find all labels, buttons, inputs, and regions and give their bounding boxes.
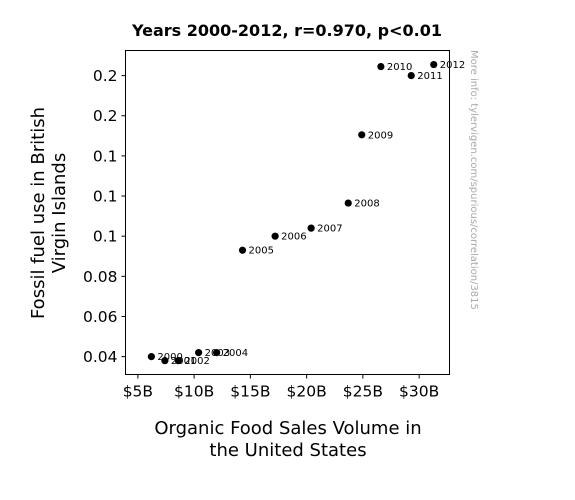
x-axis-ticks: $5B $10B $15B $20B $25B $30B (123, 374, 439, 401)
data-point-label: 2009 (368, 130, 393, 141)
y-tick-label: 0.06 (83, 308, 118, 326)
y-axis-label: Fossil fuel use in British Virgin Island… (28, 107, 70, 319)
plot-area-frame (125, 50, 450, 375)
data-point-label: 2008 (354, 199, 379, 210)
data-point (195, 349, 203, 357)
data-point-label: 2000 (157, 352, 182, 363)
data-point (344, 199, 352, 207)
data-point (407, 71, 415, 80)
data-point (271, 232, 279, 240)
y-tick-label: 0.1 (93, 147, 118, 165)
data-point-label: 2010 (387, 62, 412, 73)
y-tick-label: 0.04 (83, 348, 118, 366)
y-tick-label: 0.08 (83, 268, 118, 286)
data-point (307, 224, 315, 232)
data-point (358, 131, 366, 139)
data-point-label: 2004 (223, 348, 248, 359)
data-point-label: 2006 (281, 232, 306, 243)
chart-title: Years 2000-2012, r=0.970, p<0.01 (131, 21, 442, 40)
x-tick-label: $10B (174, 383, 214, 401)
data-point (213, 349, 221, 357)
x-tick-label: $20B (287, 383, 327, 401)
data-point-label: 2011 (417, 71, 442, 82)
data-point-label: 2007 (317, 224, 342, 235)
data-point-label: 2005 (249, 246, 274, 257)
data-point-label: 2001 (171, 356, 196, 367)
x-tick-label: $5B (123, 383, 153, 401)
data-point (377, 62, 385, 71)
x-axis-label-line-1: Organic Food Sales Volume in (154, 418, 421, 439)
x-axis-label-line-2: the United States (209, 440, 366, 461)
y-axis-label-line-2: Virgin Islands (49, 153, 70, 274)
data-point (161, 357, 169, 365)
x-tick-label: $25B (343, 383, 383, 401)
y-axis-ticks: 0.04 0.06 0.08 0.1 0.1 0.1 0.2 0.2 (83, 67, 126, 366)
data-point (238, 246, 247, 254)
y-tick-label: 0.1 (93, 228, 118, 246)
data-point (174, 357, 182, 365)
data-points: 2000200120022003200420052006200720082009… (147, 60, 465, 367)
y-tick-label: 0.2 (93, 107, 118, 125)
x-tick-label: $30B (399, 383, 439, 401)
y-axis-label-line-1: Fossil fuel use in British (28, 107, 49, 319)
y-tick-label: 0.2 (93, 67, 118, 85)
source-watermark: More info: tylervigen.com/spurious/corre… (468, 50, 479, 310)
y-tick-label: 0.1 (93, 188, 118, 206)
data-point (147, 353, 155, 361)
data-point-label: 2012 (440, 60, 465, 71)
x-tick-label: $15B (230, 383, 270, 401)
data-point-label: 2002 (184, 356, 209, 367)
data-point (430, 60, 438, 69)
